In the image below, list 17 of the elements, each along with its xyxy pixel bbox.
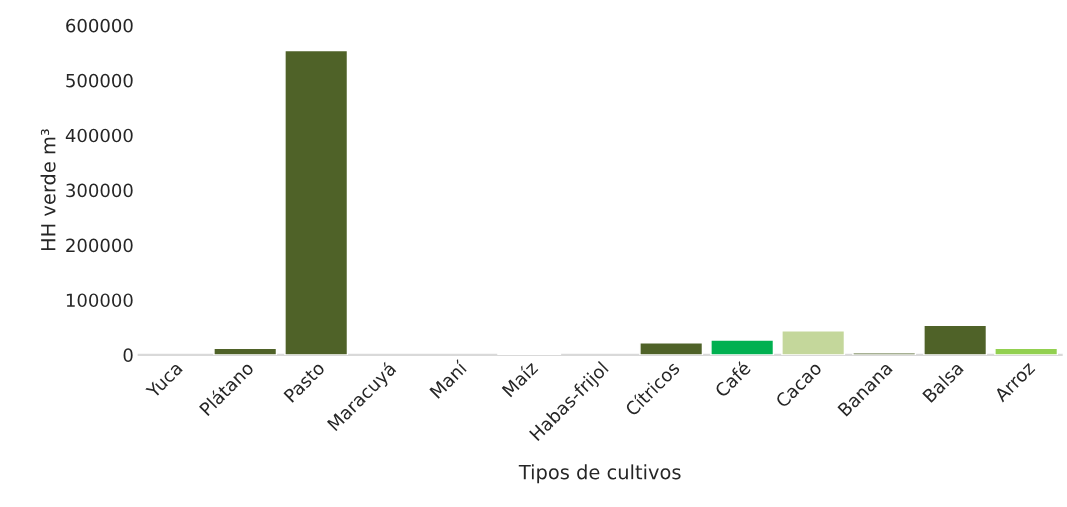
y-tick-label: 200000 xyxy=(66,238,133,253)
bar xyxy=(213,347,278,355)
y-axis-title: HH verde m³ xyxy=(40,129,56,251)
bar xyxy=(852,352,917,355)
bar xyxy=(994,347,1059,355)
bar xyxy=(923,324,988,355)
bar xyxy=(639,342,704,355)
y-tick-label: 300000 xyxy=(66,183,133,198)
y-tick-label: 400000 xyxy=(65,128,133,143)
bar xyxy=(781,330,846,355)
x-axis-title: Tipos de cultivos xyxy=(518,464,681,484)
y-tick-label: 600000 xyxy=(66,18,133,33)
y-tick-label: 500000 xyxy=(66,73,133,88)
y-tick-label: 100000 xyxy=(66,293,133,308)
bar xyxy=(284,49,349,355)
bar xyxy=(710,339,775,355)
y-tick-label: 0 xyxy=(123,348,133,363)
